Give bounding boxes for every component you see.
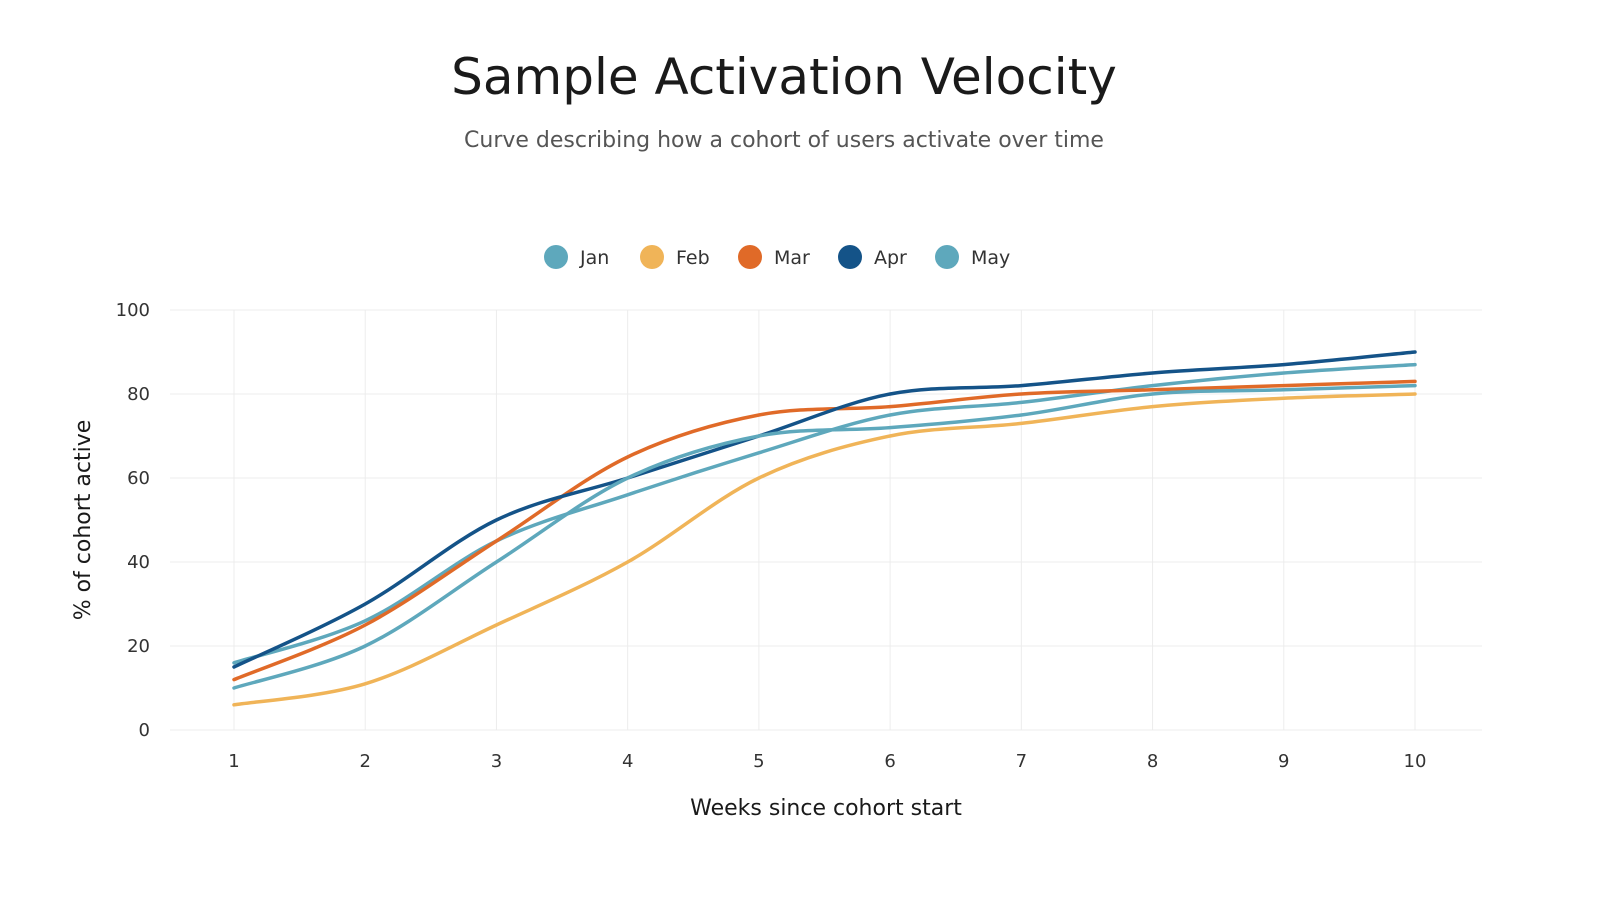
x-tick-label: 9 [1278,751,1289,772]
legend-marker-feb [640,245,664,269]
y-tick-label: 80 [127,384,150,405]
legend-label-jan: Jan [579,247,609,269]
series-line-jan [232,362,1417,665]
series-line-feb [232,392,1417,707]
series-line-may [232,383,1417,690]
x-tick-label: 8 [1147,751,1158,772]
series-line-apr [232,350,1417,669]
x-tick-label: 7 [1016,751,1027,772]
x-tick-label: 10 [1404,751,1427,772]
y-tick-label: 100 [116,300,150,321]
x-tick-label: 3 [491,751,502,772]
legend-label-mar: Mar [774,247,810,269]
y-tick-label: 0 [139,720,150,741]
x-tick-label: 2 [359,751,370,772]
y-tick-label: 60 [127,468,150,489]
legend-label-may: May [971,247,1010,269]
y-tick-label: 40 [127,552,150,573]
legend-marker-mar [738,245,762,269]
x-tick-label: 5 [753,751,764,772]
legend-marker-may [935,245,959,269]
chart-subtitle: Curve describing how a cohort of users a… [464,128,1104,153]
x-tick-label: 6 [884,751,895,772]
legend-marker-apr [838,245,862,269]
chart-title: Sample Activation Velocity [451,48,1117,106]
legend-label-apr: Apr [874,247,907,269]
legend-label-feb: Feb [676,247,710,269]
series-line-mar [232,379,1417,682]
x-tick-label: 4 [622,751,633,772]
x-axis-label: Weeks since cohort start [690,796,962,821]
x-tick-label: 1 [228,751,239,772]
y-tick-label: 20 [127,636,150,657]
y-axis-label: % of cohort active [71,420,96,621]
legend-marker-jan [544,245,568,269]
